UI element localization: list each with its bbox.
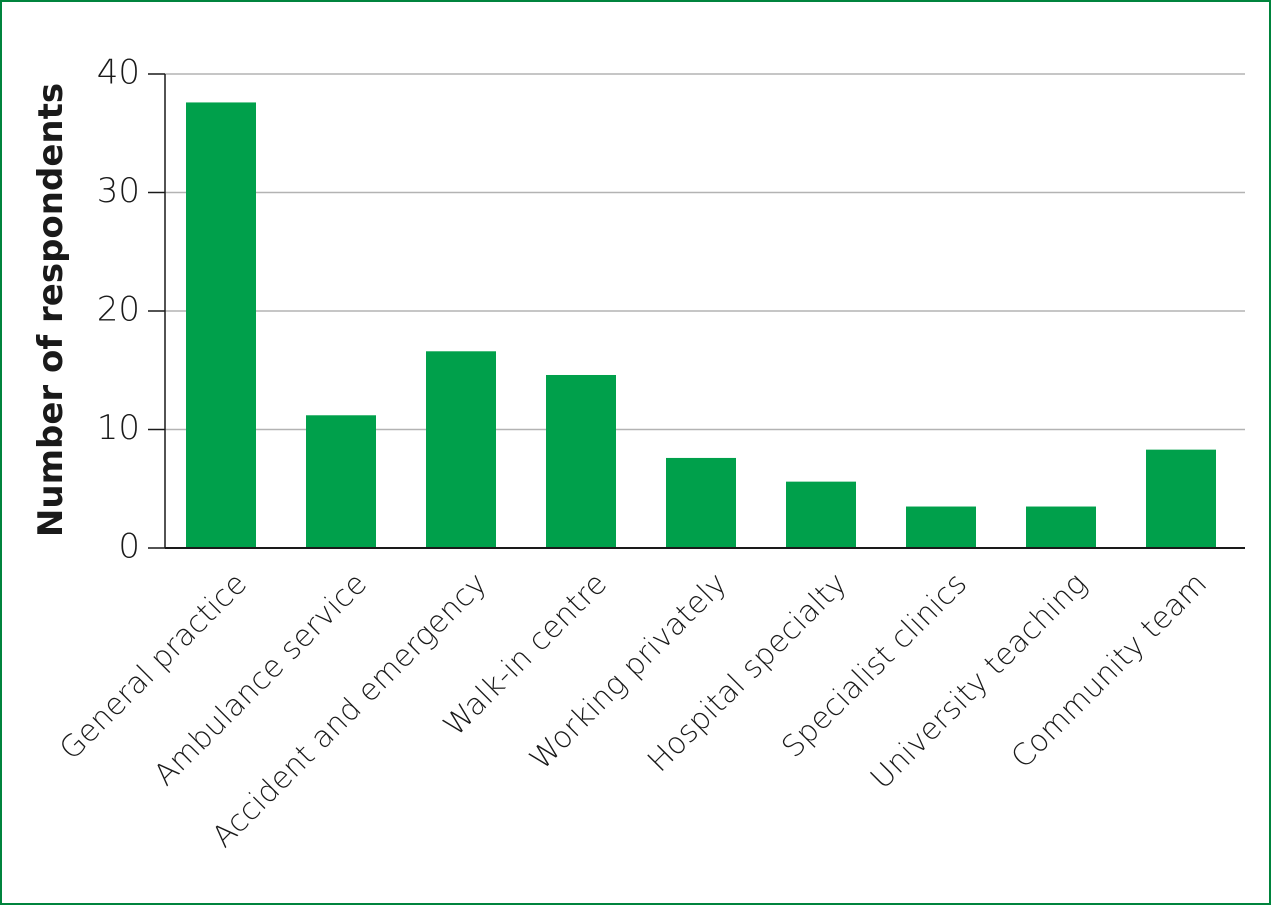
y-tick-label: 30 bbox=[97, 171, 140, 211]
bar bbox=[1026, 506, 1096, 548]
bar bbox=[546, 374, 616, 548]
y-tick-label: 40 bbox=[97, 53, 140, 93]
bar bbox=[786, 481, 856, 548]
bar bbox=[306, 415, 376, 548]
bar bbox=[426, 351, 496, 548]
y-tick-label: 0 bbox=[118, 527, 140, 567]
bar bbox=[666, 457, 736, 548]
bar bbox=[906, 506, 976, 548]
y-tick-label: 20 bbox=[97, 290, 140, 330]
bar bbox=[1146, 449, 1216, 548]
bar bbox=[186, 102, 256, 548]
y-axis-title: Number of respondents bbox=[31, 83, 71, 537]
y-tick-label: 10 bbox=[97, 408, 140, 448]
